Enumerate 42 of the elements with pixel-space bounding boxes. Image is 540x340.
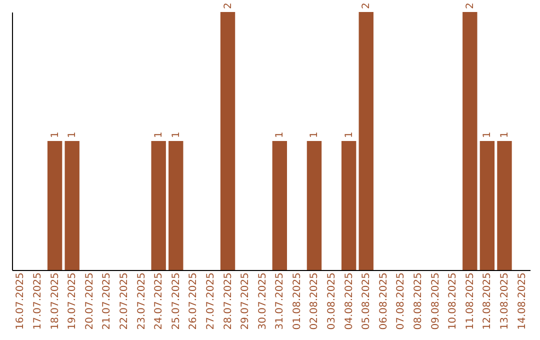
x-tick-label: 16.07.2025 <box>15 272 26 330</box>
x-tick-label: 27.07.2025 <box>205 272 216 330</box>
x-tick-label: 18.07.2025 <box>50 272 61 330</box>
data-label: 1 <box>274 132 286 138</box>
x-tick-label: 29.07.2025 <box>240 272 252 330</box>
x-tick-label: 23.07.2025 <box>136 272 148 330</box>
x-tick-label: 26.07.2025 <box>188 272 200 330</box>
x-tick-label: 22.07.2025 <box>118 272 130 330</box>
x-tick-label: 04.08.2025 <box>344 272 355 330</box>
x-tick-label: 24.07.2025 <box>154 272 165 330</box>
x-tick-label: 06.08.2025 <box>378 272 390 330</box>
data-label: 2 <box>222 2 234 9</box>
x-tick-label: 13.08.2025 <box>499 272 510 330</box>
x-tick-label: 17.07.2025 <box>32 272 44 330</box>
x-tick-label: 21.07.2025 <box>102 272 113 330</box>
data-label: 1 <box>344 132 355 138</box>
data-label: 1 <box>170 132 182 138</box>
x-tick-label: 01.08.2025 <box>292 272 303 330</box>
data-label: 1 <box>67 132 78 138</box>
x-tick-label: 09.08.2025 <box>430 272 442 330</box>
data-label: 2 <box>361 2 372 9</box>
x-tick-label: 14.08.2025 <box>516 272 528 330</box>
x-tick-label: 25.07.2025 <box>170 272 182 330</box>
x-tick-label: 03.08.2025 <box>326 272 338 330</box>
data-label: 1 <box>50 132 61 138</box>
x-tick-label: 10.08.2025 <box>448 272 459 330</box>
x-tick-label: 11.08.2025 <box>464 272 476 330</box>
x-tick-label: 31.07.2025 <box>274 272 286 330</box>
data-label: 1 <box>154 132 165 138</box>
data-label: 1 <box>309 132 320 138</box>
data-label: 2 <box>464 2 476 9</box>
data-label: 1 <box>499 132 510 138</box>
x-tick-label: 20.07.2025 <box>84 272 96 330</box>
x-tick-label: 30.07.2025 <box>257 272 268 330</box>
x-tick-label: 02.08.2025 <box>309 272 320 330</box>
x-tick-label: 08.08.2025 <box>413 272 424 330</box>
x-tick-label: 07.08.2025 <box>396 272 407 330</box>
x-tick-label: 05.08.2025 <box>361 272 372 330</box>
x-tick-label: 12.08.2025 <box>482 272 494 330</box>
x-tick-label: 19.07.2025 <box>67 272 78 330</box>
data-label: 1 <box>482 132 494 138</box>
x-tick-label: 28.07.2025 <box>222 272 234 330</box>
